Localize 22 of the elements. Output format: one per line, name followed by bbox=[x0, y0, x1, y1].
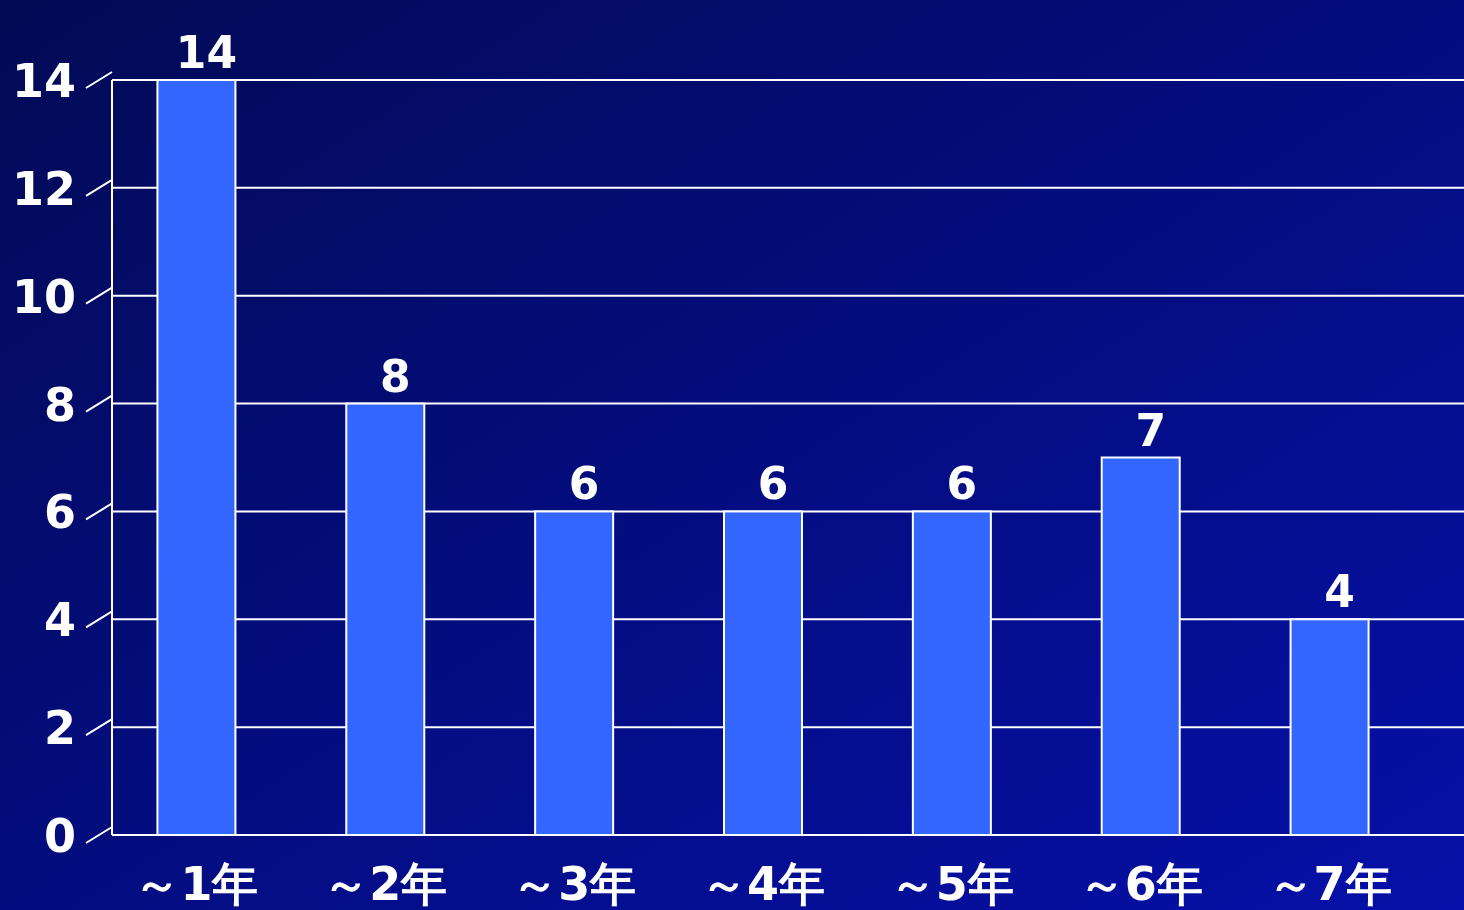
data-label: 4 bbox=[1324, 566, 1355, 618]
x-tick-label: ～4年 bbox=[700, 857, 826, 910]
x-tick-label: ～7年 bbox=[1267, 857, 1392, 910]
data-label: 7 bbox=[1135, 404, 1167, 456]
y-tick-label: 12 bbox=[11, 161, 76, 216]
data-label: 8 bbox=[379, 350, 411, 402]
x-tick-label: ～1年 bbox=[134, 857, 259, 910]
y-tick-label: 4 bbox=[43, 593, 76, 648]
x-tick-label: ～2年 bbox=[323, 857, 448, 910]
data-label: 6 bbox=[757, 458, 789, 510]
y-tick-label: 2 bbox=[43, 701, 76, 756]
y-tick-label: 10 bbox=[11, 269, 76, 324]
y-tick-label: 6 bbox=[43, 485, 76, 540]
x-tick-label: ～6年 bbox=[1078, 857, 1203, 910]
data-label: 6 bbox=[946, 458, 978, 510]
x-tick-label: ～5年 bbox=[889, 857, 1014, 910]
x-tick-label: ～3年 bbox=[512, 857, 637, 910]
data-label: 14 bbox=[175, 27, 238, 78]
data-label: 6 bbox=[568, 458, 600, 510]
y-tick-label: 14 bbox=[11, 54, 76, 108]
y-tick-label: 0 bbox=[43, 809, 76, 863]
y-tick-label: 8 bbox=[43, 377, 76, 432]
